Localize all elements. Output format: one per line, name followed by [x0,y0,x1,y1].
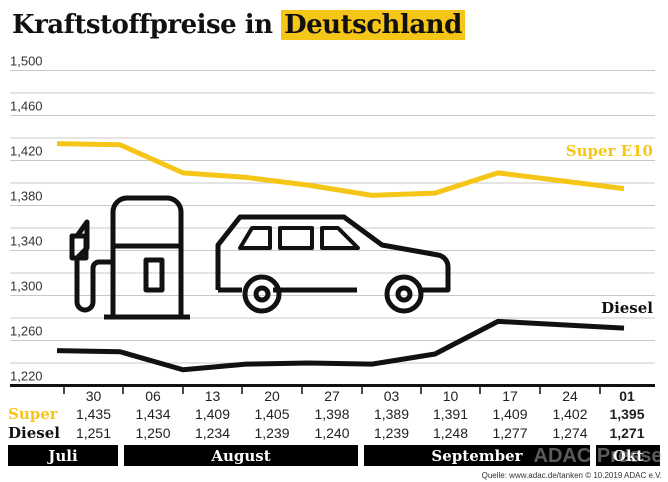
x-tick-label: 17 [502,388,518,404]
data-label: 1,389 [374,406,409,422]
y-tick-label: 1,260 [10,324,43,339]
row-label-diesel: Diesel [8,424,60,442]
y-tick-label: 1,220 [10,369,43,384]
data-label: 1,250 [135,425,170,441]
data-label: 1,435 [76,406,111,422]
series-line-super [56,141,625,198]
x-tick-label: 03 [384,388,400,404]
data-label: 1,274 [552,425,587,441]
x-tick-label: 13 [205,388,221,404]
x-tick-label: 24 [562,388,578,404]
x-tick-label: 27 [324,388,340,404]
y-tick-label: 1,500 [10,54,43,69]
data-label: 1,251 [76,425,111,441]
data-label: 1,395 [609,406,644,422]
data-label: 1,409 [492,406,527,422]
month-bar [8,445,118,466]
month-label: September [431,447,523,465]
source-note: Quelle: www.adac.de/tanken © 10.2019 ADA… [482,471,662,480]
car-icon [215,214,451,314]
row-label-super: Super [8,405,59,423]
illustration [69,195,451,320]
x-tick-label: 20 [264,388,280,404]
title-prefix: Kraftstoffpreise in [12,10,273,40]
y-tick-label: 1,380 [10,189,43,204]
data-label: 1,409 [195,406,230,422]
month-label: August [210,447,270,465]
y-tick-label: 1,420 [10,144,43,159]
month-label: Okt [613,447,643,465]
y-tick-label: 1,340 [10,234,43,249]
x-tick-label: 10 [443,388,459,404]
title-highlight: Deutschland [281,10,465,40]
watermark: ADAC Presse [534,445,663,467]
month-label: Juli [46,447,78,465]
data-label: 1,234 [195,425,230,441]
data-label: 1,391 [433,406,468,422]
data-label: 1,239 [374,425,409,441]
data-label: 1,239 [254,425,289,441]
data-label: 1,277 [492,425,527,441]
x-tick-label: 30 [86,388,102,404]
x-tick-label: 01 [619,388,635,404]
fuel-pump-icon [69,195,190,320]
data-label: 1,248 [433,425,468,441]
series-line-diesel [56,318,625,373]
x-tick-label: 06 [145,388,161,404]
data-label: 1,271 [609,425,644,441]
y-tick-label: 1,300 [10,279,43,294]
data-label: 1,240 [314,425,349,441]
month-bar [596,445,660,466]
data-label: 1,434 [135,406,170,422]
chart-title: Kraftstoffpreise in Deutschland [12,10,465,40]
y-tick-label: 1,460 [10,99,43,114]
data-label: 1,398 [314,406,349,422]
series-label-diesel: Diesel [601,299,653,317]
month-bar [124,445,358,466]
data-label: 1,402 [552,406,587,422]
data-label: 1,405 [254,406,289,422]
series-label-super: Super E10 [566,142,653,160]
month-bar [364,445,590,466]
